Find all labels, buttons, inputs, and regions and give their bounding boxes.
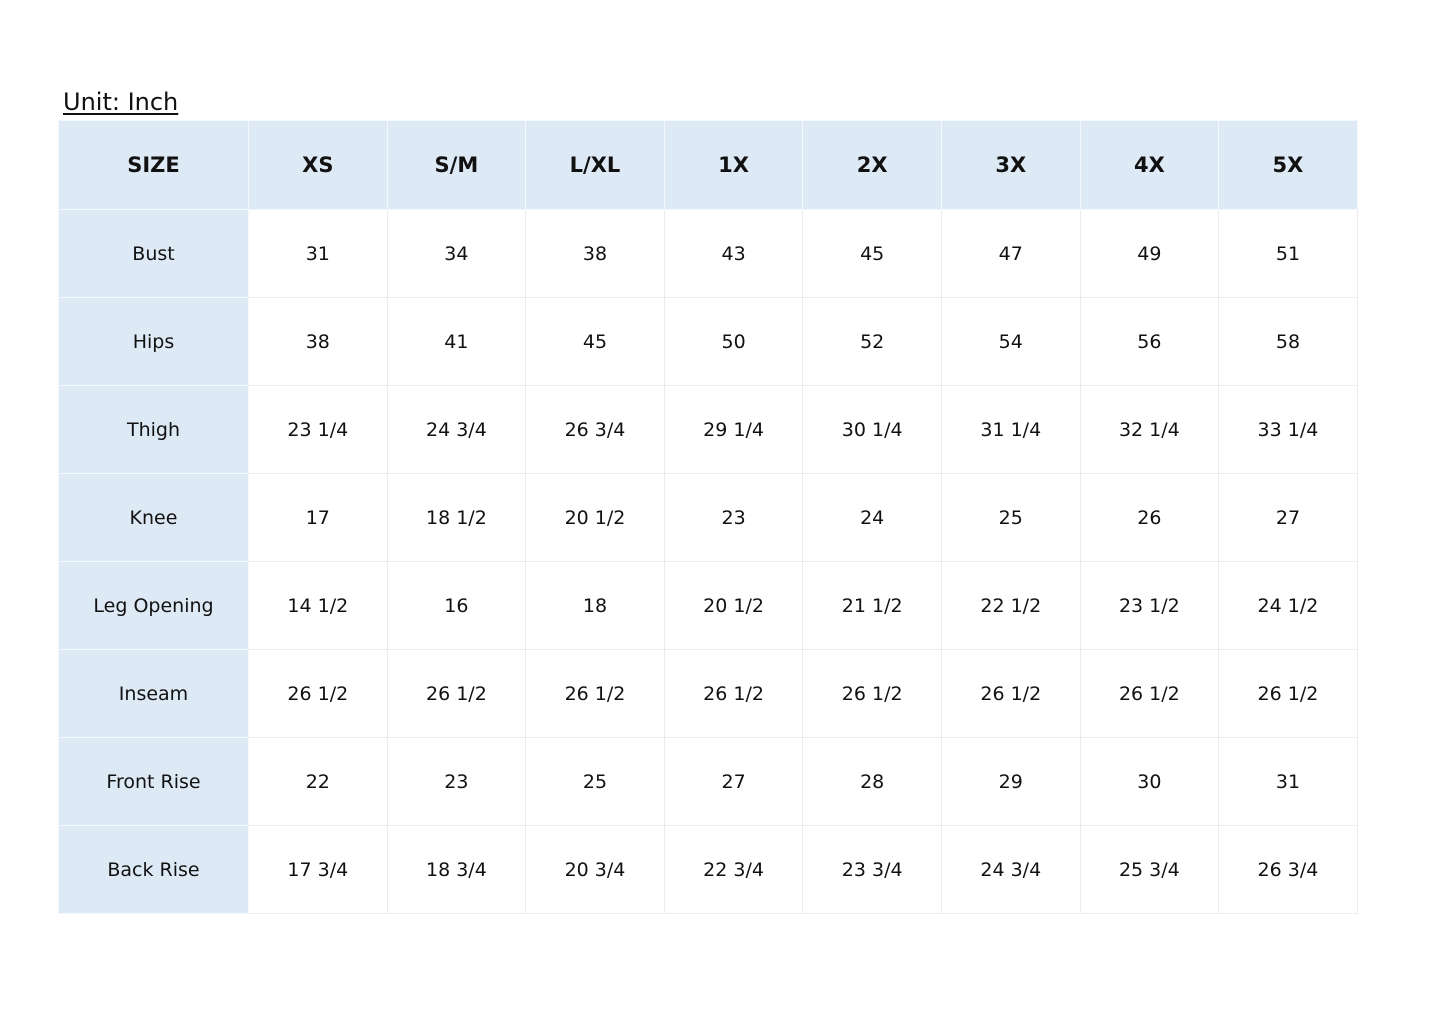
measurement-cell: 24 3/4	[940, 825, 1081, 914]
size-column-header: S/M	[386, 120, 527, 210]
measurement-cell: 29	[940, 737, 1081, 826]
table-row: Back Rise 17 3/4 18 3/4 20 3/4 22 3/4 23 3/4 2…	[58, 825, 1358, 914]
measurement-cell: 17	[248, 473, 388, 562]
measurement-cell: 26 1/2	[802, 649, 942, 738]
row-label: Back Rise	[58, 825, 249, 914]
measurement-cell: 18 1/2	[386, 473, 527, 562]
row-label: Inseam	[58, 649, 249, 738]
measurement-cell: 26 1/2	[248, 649, 388, 738]
measurement-cell: 25	[940, 473, 1081, 562]
unit-label: Unit: Inch	[63, 88, 179, 116]
measurement-cell: 26 3/4	[1218, 825, 1358, 914]
measurement-cell: 20 1/2	[663, 561, 804, 650]
measurement-cell: 32 1/4	[1079, 385, 1220, 474]
measurement-cell: 30	[1079, 737, 1220, 826]
measurement-cell: 38	[525, 209, 665, 298]
measurement-cell: 14 1/2	[248, 561, 388, 650]
row-label: Knee	[58, 473, 249, 562]
measurement-cell: 21 1/2	[802, 561, 942, 650]
measurement-cell: 23	[386, 737, 527, 826]
measurement-cell: 26 1/2	[525, 649, 665, 738]
size-chart-table: SIZE XS S/M L/XL 1X 2X 3X 4X 5X Bust 31 34 38 43 45 47…	[58, 120, 1358, 914]
measurement-cell: 38	[248, 297, 388, 386]
size-column-header: 2X	[802, 120, 942, 210]
measurement-cell: 23 1/2	[1079, 561, 1220, 650]
measurement-cell: 26 1/2	[1079, 649, 1220, 738]
row-label: Front Rise	[58, 737, 249, 826]
row-label: Leg Opening	[58, 561, 249, 650]
measurement-cell: 51	[1218, 209, 1358, 298]
measurement-cell: 18 3/4	[386, 825, 527, 914]
measurement-cell: 52	[802, 297, 942, 386]
measurement-cell: 58	[1218, 297, 1358, 386]
table-row: Hips 38 41 45 50 52 54 56 58	[58, 297, 1358, 386]
measurement-cell: 45	[802, 209, 942, 298]
measurement-cell: 17 3/4	[248, 825, 388, 914]
measurement-cell: 26 1/2	[386, 649, 527, 738]
size-column-header: XS	[248, 120, 388, 210]
measurement-cell: 45	[525, 297, 665, 386]
measurement-cell: 34	[386, 209, 527, 298]
row-label: Bust	[58, 209, 249, 298]
measurement-cell: 26 1/2	[1218, 649, 1358, 738]
measurement-cell: 30 1/4	[802, 385, 942, 474]
measurement-cell: 25 3/4	[1079, 825, 1220, 914]
measurement-cell: 31	[1218, 737, 1358, 826]
measurement-cell: 23	[663, 473, 804, 562]
measurement-cell: 26	[1079, 473, 1220, 562]
measurement-cell: 23 3/4	[802, 825, 942, 914]
size-column-header: 4X	[1079, 120, 1220, 210]
measurement-cell: 26 3/4	[525, 385, 665, 474]
row-label: Thigh	[58, 385, 249, 474]
measurement-cell: 31 1/4	[940, 385, 1081, 474]
measurement-cell: 20 3/4	[525, 825, 665, 914]
measurement-cell: 33 1/4	[1218, 385, 1358, 474]
measurement-cell: 49	[1079, 209, 1220, 298]
measurement-cell: 47	[940, 209, 1081, 298]
row-label: Hips	[58, 297, 249, 386]
size-column-header: 5X	[1218, 120, 1358, 210]
measurement-cell: 18	[525, 561, 665, 650]
measurement-cell: 43	[663, 209, 804, 298]
measurement-cell: 20 1/2	[525, 473, 665, 562]
measurement-cell: 25	[525, 737, 665, 826]
size-column-header: 3X	[940, 120, 1081, 210]
measurement-cell: 26 1/2	[663, 649, 804, 738]
size-column-header: 1X	[663, 120, 804, 210]
table-row: Inseam 26 1/2 26 1/2 26 1/2 26 1/2 26 1/2 26 1…	[58, 649, 1358, 738]
measurement-cell: 26 1/2	[940, 649, 1081, 738]
size-header: SIZE	[58, 120, 249, 210]
table-row: Thigh 23 1/4 24 3/4 26 3/4 29 1/4 30 1/4 31 1/…	[58, 385, 1358, 474]
table-row: Front Rise 22 23 25 27 28 29 30 31	[58, 737, 1358, 826]
measurement-cell: 24	[802, 473, 942, 562]
measurement-cell: 22 1/2	[940, 561, 1081, 650]
measurement-cell: 22 3/4	[663, 825, 804, 914]
measurement-cell: 50	[663, 297, 804, 386]
measurement-cell: 31	[248, 209, 388, 298]
measurement-cell: 16	[386, 561, 527, 650]
measurement-cell: 54	[940, 297, 1081, 386]
table-row: Knee 17 18 1/2 20 1/2 23 24 25 26 27	[58, 473, 1358, 562]
header-row: SIZE XS S/M L/XL 1X 2X 3X 4X 5X	[58, 120, 1358, 210]
measurement-cell: 27	[1218, 473, 1358, 562]
measurement-cell: 22	[248, 737, 388, 826]
measurement-cell: 23 1/4	[248, 385, 388, 474]
size-column-header: L/XL	[525, 120, 665, 210]
measurement-cell: 24 3/4	[386, 385, 527, 474]
table-row: Bust 31 34 38 43 45 47 49 51	[58, 209, 1358, 298]
measurement-cell: 24 1/2	[1218, 561, 1358, 650]
measurement-cell: 29 1/4	[663, 385, 804, 474]
measurement-cell: 56	[1079, 297, 1220, 386]
measurement-cell: 27	[663, 737, 804, 826]
measurement-cell: 41	[386, 297, 527, 386]
measurement-cell: 28	[802, 737, 942, 826]
table-row: Leg Opening 14 1/2 16 18 20 1/2 21 1/2 22 1/2 2…	[58, 561, 1358, 650]
